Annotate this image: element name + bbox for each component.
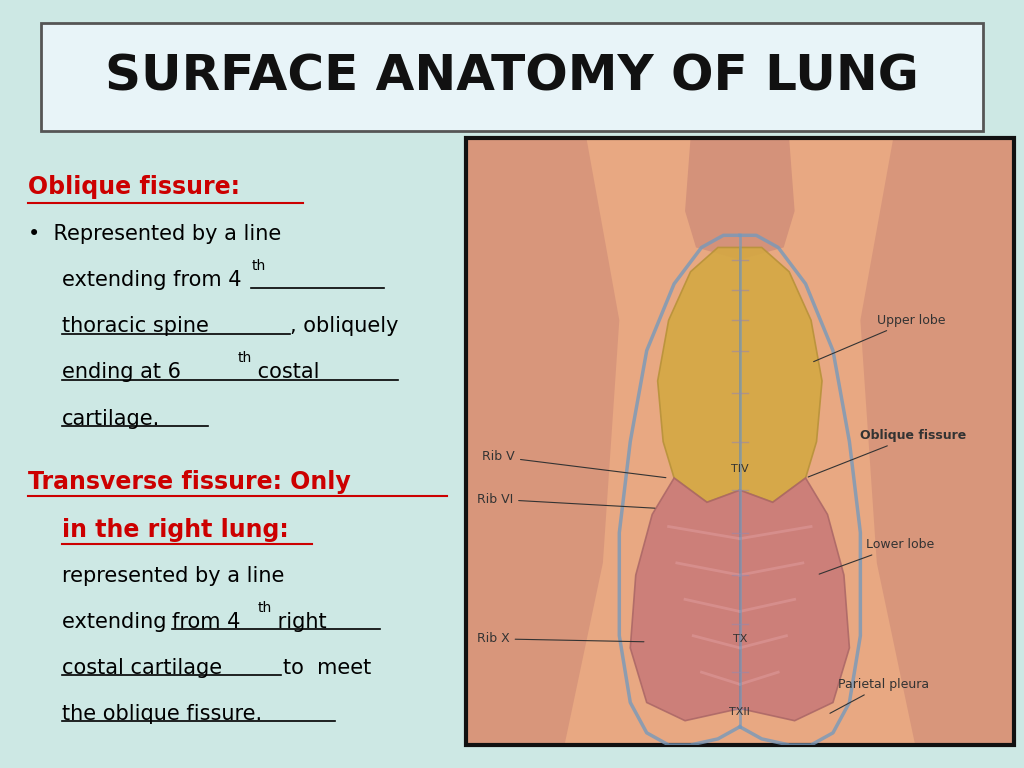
Text: , obliquely: , obliquely — [291, 316, 399, 336]
Text: TX: TX — [732, 634, 748, 644]
Text: Oblique fissure: Oblique fissure — [808, 429, 967, 477]
Text: in the right lung:: in the right lung: — [62, 518, 289, 542]
Text: th: th — [251, 260, 265, 273]
Text: costal: costal — [251, 362, 319, 382]
Text: extending from 4: extending from 4 — [62, 270, 242, 290]
Text: Oblique fissure:: Oblique fissure: — [29, 175, 241, 199]
Polygon shape — [685, 138, 795, 260]
Text: represented by a line: represented by a line — [62, 566, 285, 586]
FancyBboxPatch shape — [41, 23, 983, 131]
Text: to  meet: to meet — [283, 658, 371, 678]
Text: cartilage.: cartilage. — [62, 409, 161, 429]
Text: Upper lobe: Upper lobe — [814, 314, 945, 362]
Text: Lower lobe: Lower lobe — [819, 538, 934, 574]
Text: •  Represented by a line: • Represented by a line — [29, 224, 282, 244]
Text: TIV: TIV — [731, 464, 749, 474]
FancyBboxPatch shape — [466, 138, 1014, 745]
Text: Rib X: Rib X — [477, 632, 644, 645]
Text: costal cartilage: costal cartilage — [62, 658, 228, 678]
Polygon shape — [630, 478, 739, 720]
Text: Rib VI: Rib VI — [477, 493, 655, 508]
Text: SURFACE ANATOMY OF LUNG: SURFACE ANATOMY OF LUNG — [105, 53, 919, 101]
Polygon shape — [657, 247, 739, 502]
Text: the oblique fissure.: the oblique fissure. — [62, 704, 262, 724]
Text: TXII: TXII — [729, 707, 751, 717]
Polygon shape — [739, 247, 822, 502]
Text: ending at 6: ending at 6 — [62, 362, 181, 382]
Text: th: th — [238, 352, 252, 366]
Polygon shape — [860, 138, 1014, 745]
Text: th: th — [257, 601, 271, 615]
Text: Rib V: Rib V — [482, 450, 666, 478]
Text: right: right — [270, 612, 327, 632]
Text: from 4: from 4 — [172, 612, 241, 632]
Text: extending: extending — [62, 612, 173, 632]
Text: Parietal pleura: Parietal pleura — [829, 678, 930, 713]
Text: thoracic spine: thoracic spine — [62, 316, 209, 336]
Polygon shape — [466, 138, 620, 745]
Text: Transverse fissure: Only: Transverse fissure: Only — [29, 470, 351, 494]
Polygon shape — [739, 478, 849, 720]
